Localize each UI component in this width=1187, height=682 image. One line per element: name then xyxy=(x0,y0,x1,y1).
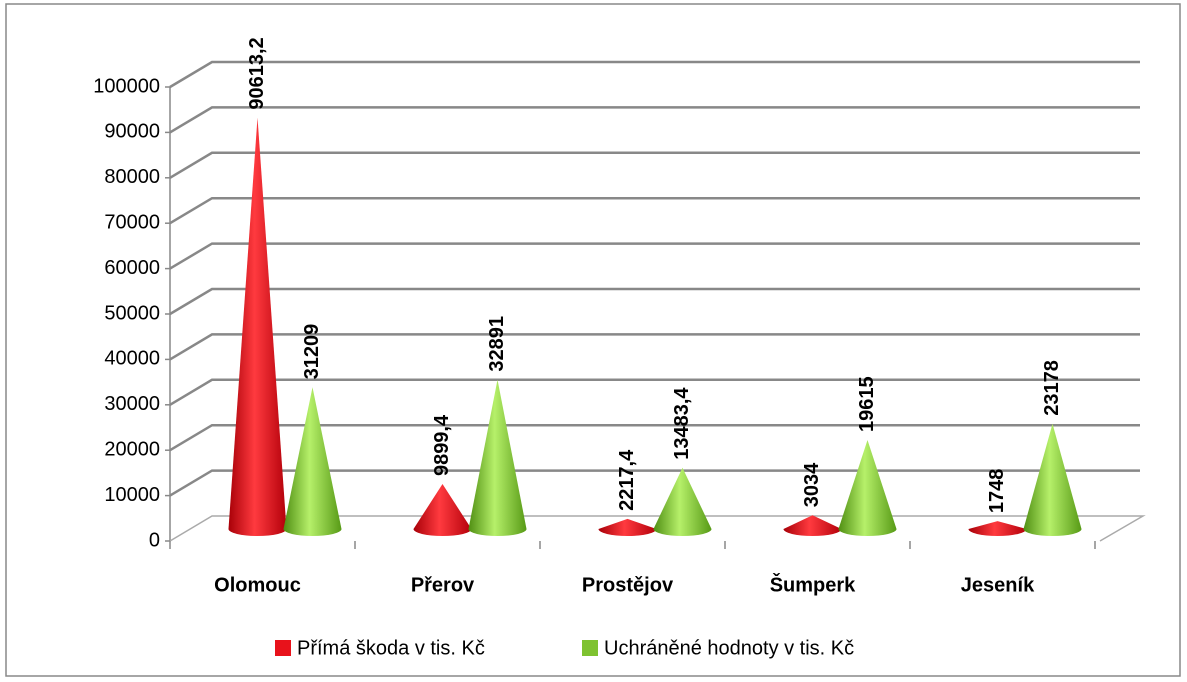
cone xyxy=(783,515,842,537)
y-tick-label: 50000 xyxy=(104,302,160,324)
cone xyxy=(468,379,527,537)
legend-label: Uchráněné hodnoty v tis. Kč xyxy=(604,637,854,659)
y-tick-label: 100000 xyxy=(93,75,160,97)
y-tick-label: 60000 xyxy=(104,257,160,279)
cone-body xyxy=(228,117,287,537)
value-label: 90613,2 xyxy=(246,37,268,109)
grid-line xyxy=(169,378,1140,406)
cone-body xyxy=(1023,423,1082,537)
value-label: 13483,4 xyxy=(671,387,693,460)
grid-line xyxy=(169,423,1140,452)
value-label: 19615 xyxy=(856,376,878,432)
legend-swatch xyxy=(275,640,291,656)
cone xyxy=(968,521,1027,537)
cone xyxy=(838,439,897,537)
cone xyxy=(413,484,472,537)
y-tick-label: 90000 xyxy=(104,121,160,143)
cone xyxy=(283,387,342,537)
cone-body xyxy=(968,521,1027,537)
x-tick-label: Přerov xyxy=(411,574,475,596)
value-label: 31209 xyxy=(301,324,323,380)
x-tick-label: Šumperk xyxy=(770,572,856,596)
value-label: 2217,4 xyxy=(616,449,638,511)
grid-line xyxy=(169,60,1140,89)
x-tick-label: Prostějov xyxy=(582,574,674,596)
grid-line xyxy=(169,151,1140,179)
y-tick-label: 80000 xyxy=(104,166,160,188)
y-tick-label: 30000 xyxy=(104,393,160,415)
value-label: 9899,4 xyxy=(431,414,453,476)
grid-line xyxy=(169,287,1140,316)
cone xyxy=(598,518,657,537)
cone-body xyxy=(598,518,657,537)
value-label: 23178 xyxy=(1041,360,1063,416)
y-tick-label: 0 xyxy=(149,529,160,551)
legend-swatch xyxy=(582,640,598,656)
y-tick-label: 70000 xyxy=(104,211,160,233)
y-tick-label: 20000 xyxy=(104,438,160,460)
grid-line xyxy=(169,242,1140,270)
cone-body xyxy=(283,387,342,537)
grid-line xyxy=(169,106,1140,134)
value-label: 1748 xyxy=(986,469,1008,514)
grid-line xyxy=(169,469,1140,497)
grid-line xyxy=(169,333,1140,361)
x-tick-label: Jeseník xyxy=(961,574,1035,596)
cone xyxy=(228,117,287,537)
cone-body xyxy=(468,379,527,537)
cone-body xyxy=(653,467,712,537)
value-label: 32891 xyxy=(486,316,508,372)
legend-label: Přímá škoda v tis. Kč xyxy=(297,637,485,659)
cone-body xyxy=(413,484,472,537)
y-tick-label: 40000 xyxy=(104,348,160,370)
y-tick-label: 10000 xyxy=(104,484,160,506)
x-tick-label: Olomouc xyxy=(214,574,301,596)
value-label: 3034 xyxy=(801,462,823,507)
grid-line xyxy=(169,196,1140,225)
cone xyxy=(1023,423,1082,537)
cone xyxy=(653,467,712,537)
cone-body xyxy=(783,515,842,537)
cone-body xyxy=(838,439,897,537)
